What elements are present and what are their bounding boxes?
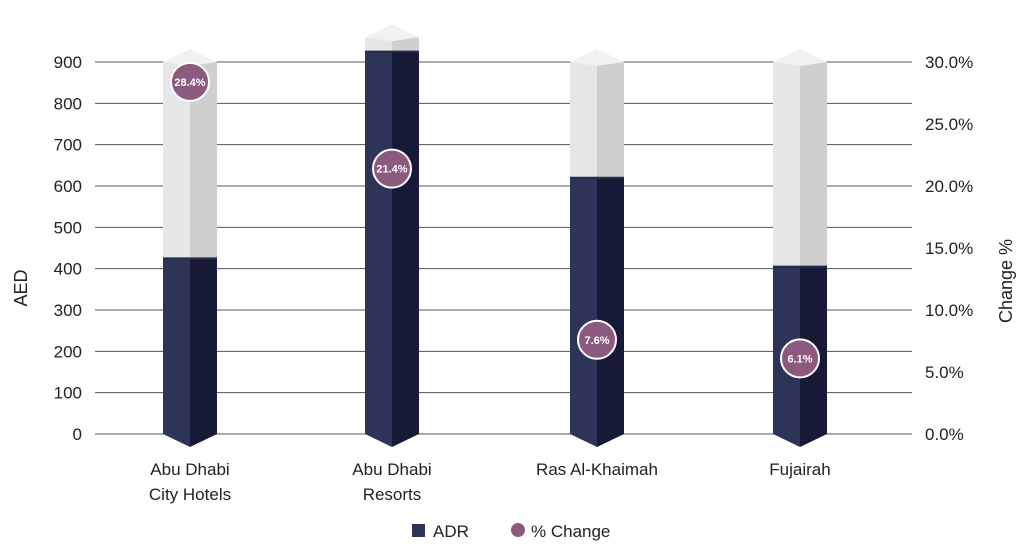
bars [163, 24, 827, 448]
change-marker-label: 6.1% [787, 353, 812, 365]
legend-swatch-change [511, 523, 525, 537]
left-tick-label: 100 [54, 384, 82, 403]
left-axis-title: AED [11, 269, 31, 306]
legend-swatch-adr [412, 524, 425, 537]
adr-bar-front [570, 177, 597, 447]
right-tick-label: 30.0% [925, 53, 973, 72]
right-tick-label: 25.0% [925, 115, 973, 134]
right-axis-title: Change % [996, 239, 1016, 323]
bar-group [365, 24, 419, 448]
category-label: Abu Dhabi [150, 460, 229, 479]
left-tick-label: 500 [54, 218, 82, 237]
left-tick-label: 300 [54, 301, 82, 320]
capacity-side [392, 37, 419, 52]
adr-bar-side [597, 177, 624, 447]
left-tick-label: 0 [73, 425, 82, 444]
capacity-side [190, 62, 217, 259]
right-tick-label: 5.0% [925, 363, 964, 382]
change-marker-dot [372, 148, 412, 189]
change-marker-dot [780, 338, 820, 379]
change-marker: 7.6% [577, 319, 617, 360]
category-label: Resorts [363, 485, 422, 504]
category-label: Fujairah [769, 460, 830, 479]
change-marker: 28.4% [170, 61, 210, 102]
change-marker-label: 7.6% [584, 335, 609, 347]
capacity-front [773, 62, 800, 267]
left-tick-label: 800 [54, 94, 82, 113]
capacity-side [800, 62, 827, 267]
bar-group [773, 49, 827, 447]
capacity-front [365, 37, 392, 52]
percent-change-markers: 28.4% 21.4% 7.6% 6.1% [170, 61, 820, 379]
category-label: Abu Dhabi [352, 460, 431, 479]
adr-bar-front [163, 258, 190, 447]
left-tick-label: 900 [54, 53, 82, 72]
change-marker-dot [577, 319, 617, 360]
left-tick-label: 400 [54, 260, 82, 279]
left-tick-label: 700 [54, 136, 82, 155]
bar-group [163, 49, 217, 447]
bar-group [570, 49, 624, 447]
adr-bar-side [392, 51, 419, 448]
right-axis-ticks: 0.0% 5.0% 10.0% 15.0% 20.0% 25.0% 30.0% [925, 53, 973, 444]
adr-bar-side [190, 258, 217, 447]
category-label: City Hotels [149, 485, 231, 504]
capacity-top [163, 49, 217, 66]
change-marker: 6.1% [780, 338, 820, 379]
capacity-top [365, 24, 419, 42]
change-marker-label: 28.4% [174, 77, 205, 89]
change-marker-label: 21.4% [376, 164, 407, 176]
legend: ADR % Change [412, 522, 610, 541]
capacity-front [163, 62, 190, 259]
right-tick-label: 10.0% [925, 301, 973, 320]
right-tick-label: 15.0% [925, 239, 973, 258]
legend-label-adr: ADR [433, 522, 469, 541]
category-label: Ras Al-Khaimah [536, 460, 658, 479]
capacity-top [570, 49, 624, 66]
capacity-top [773, 49, 827, 66]
change-marker: 21.4% [372, 148, 412, 189]
left-axis-ticks: 0 100 200 300 400 500 600 700 800 900 [54, 53, 82, 444]
adr-bar-front [365, 51, 392, 448]
left-tick-label: 600 [54, 177, 82, 196]
capacity-front [570, 62, 597, 178]
capacity-side [597, 62, 624, 178]
category-labels: Abu Dhabi City Hotels Abu Dhabi Resorts Ras … [149, 460, 831, 504]
legend-label-change: % Change [531, 522, 610, 541]
right-tick-label: 20.0% [925, 177, 973, 196]
left-tick-label: 200 [54, 342, 82, 361]
change-marker-dot [170, 61, 210, 102]
right-tick-label: 0.0% [925, 425, 964, 444]
